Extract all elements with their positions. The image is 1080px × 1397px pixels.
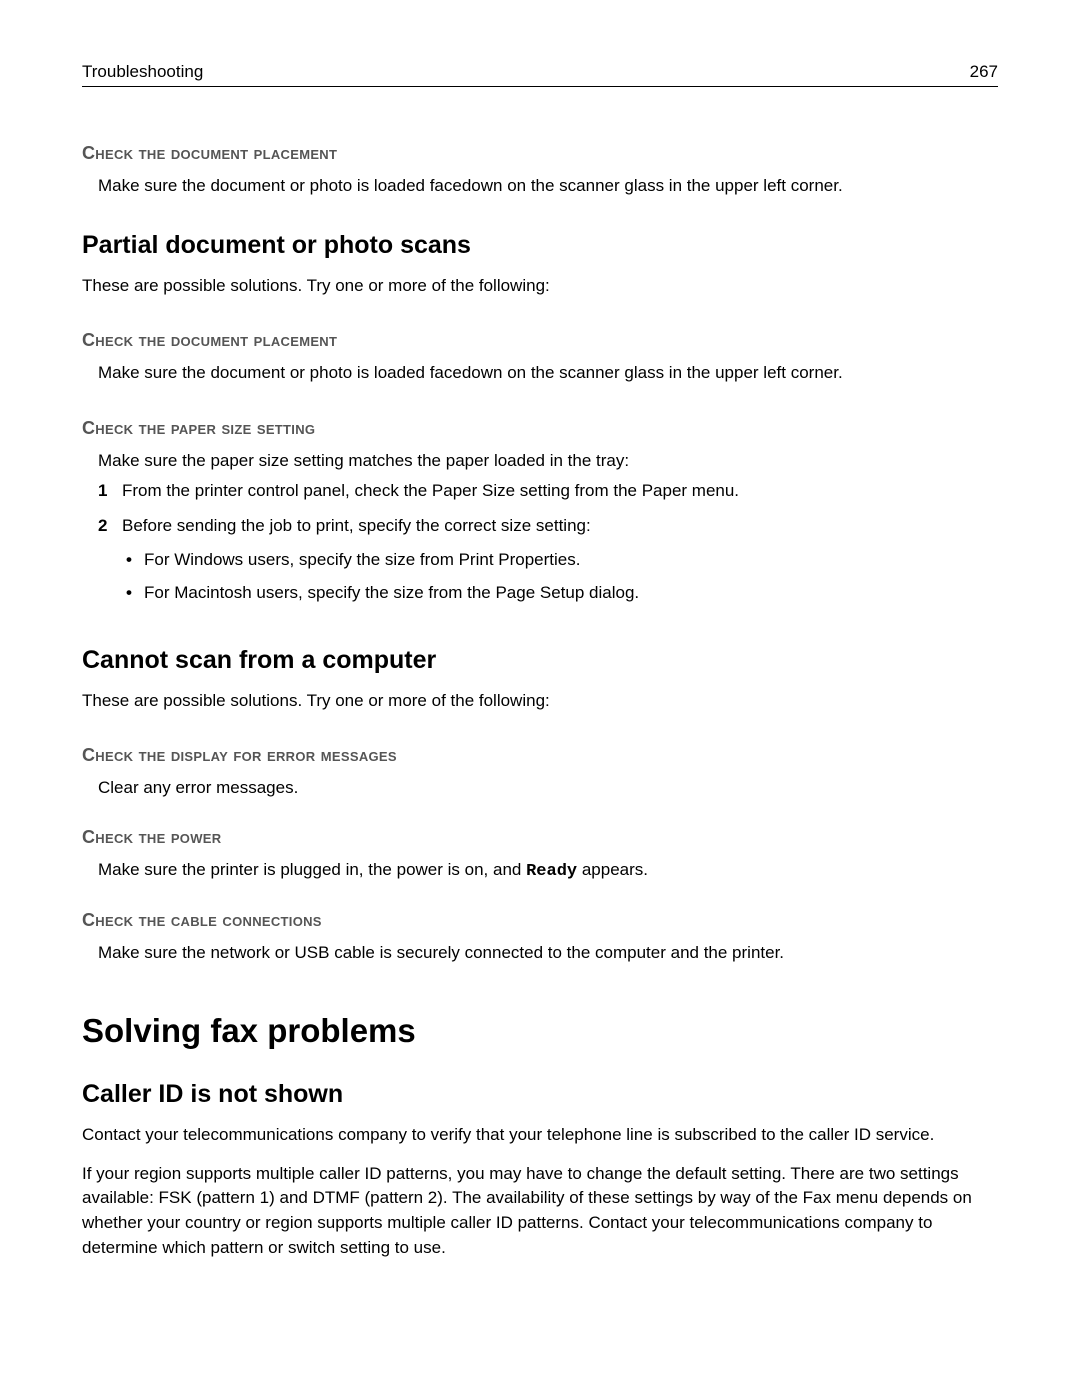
bullet-icon: • — [122, 547, 144, 573]
text-run: Make sure the printer is plugged in, the… — [98, 860, 526, 879]
subheading-check-placement-b: Check the document placement — [82, 330, 998, 351]
body-text: Make sure the document or photo is loade… — [98, 174, 998, 199]
list-item: • For Windows users, specify the size fr… — [122, 547, 998, 573]
list-text-inner: Before sending the job to print, specify… — [122, 516, 591, 535]
subheading-check-placement-a: Check the document placement — [82, 143, 998, 164]
page-number: 267 — [970, 62, 998, 82]
list-text: For Macintosh users, specify the size fr… — [144, 580, 639, 606]
subheading-check-display: Check the display for error messages — [82, 745, 998, 766]
body-text: If your region supports multiple caller … — [82, 1162, 998, 1261]
list-item: • For Macintosh users, specify the size … — [122, 580, 998, 606]
bullet-icon: • — [122, 580, 144, 606]
heading-cannot-scan: Cannot scan from a computer — [82, 646, 998, 675]
list-item: 1 From the printer control panel, check … — [98, 478, 998, 504]
page-header: Troubleshooting 267 — [82, 62, 998, 87]
list-number: 1 — [98, 478, 122, 504]
body-text: Make sure the printer is plugged in, the… — [98, 858, 998, 885]
subheading-check-paper-size: Check the paper size setting — [82, 418, 998, 439]
text-run: appears. — [577, 860, 648, 879]
body-text: Clear any error messages. — [98, 776, 998, 801]
subheading-check-cable: Check the cable connections — [82, 910, 998, 931]
body-text: Make sure the document or photo is loade… — [98, 361, 998, 386]
heading-caller-id: Caller ID is not shown — [82, 1080, 998, 1109]
heading-partial-scans: Partial document or photo scans — [82, 231, 998, 260]
body-text: These are possible solutions. Try one or… — [82, 689, 998, 714]
body-text: These are possible solutions. Try one or… — [82, 274, 998, 299]
body-text: Make sure the network or USB cable is se… — [98, 941, 998, 966]
list-number: 2 — [98, 513, 122, 614]
list-text: From the printer control panel, check th… — [122, 478, 998, 504]
text-mono-ready: Ready — [526, 862, 577, 881]
bullet-list: • For Windows users, specify the size fr… — [122, 547, 998, 606]
subheading-check-power: Check the power — [82, 827, 998, 848]
body-text: Contact your telecommunications company … — [82, 1123, 998, 1148]
header-title: Troubleshooting — [82, 62, 203, 82]
document-page: Troubleshooting 267 Check the document p… — [0, 0, 1080, 1397]
list-text: For Windows users, specify the size from… — [144, 547, 580, 573]
heading-fax-problems: Solving fax problems — [82, 1012, 998, 1050]
list-text: Before sending the job to print, specify… — [122, 513, 998, 614]
list-item: 2 Before sending the job to print, speci… — [98, 513, 998, 614]
ordered-list: 1 From the printer control panel, check … — [98, 478, 998, 614]
body-text: Make sure the paper size setting matches… — [98, 449, 998, 474]
